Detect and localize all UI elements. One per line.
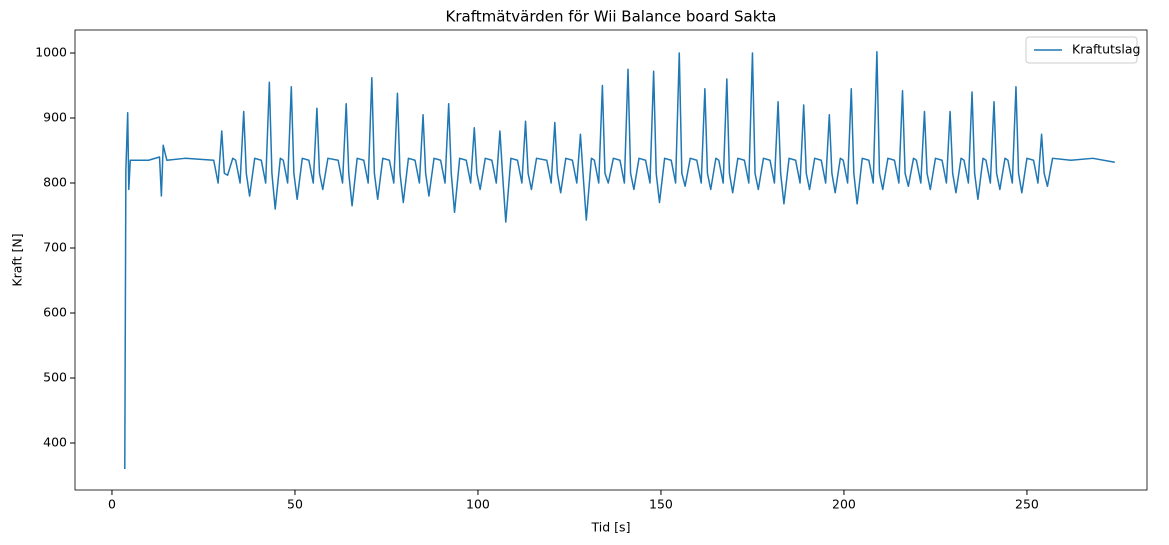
plot-frame — [74, 29, 1148, 491]
x-axis-label: Tid [s] — [591, 520, 631, 535]
x-tick-label: 250 — [1015, 497, 1039, 512]
y-tick-label: 400 — [43, 435, 67, 450]
x-tick-label: 0 — [108, 497, 116, 512]
x-tick-label: 100 — [466, 497, 490, 512]
x-tick-label: 200 — [832, 497, 856, 512]
y-tick-label: 1000 — [35, 45, 67, 60]
line — [124, 50, 1115, 470]
chart-title: Kraftmätvärden för Wii Balance board Sak… — [446, 8, 777, 26]
legend-label: Kraftutslag — [1072, 42, 1140, 57]
y-axis-label: Kraft [N] — [10, 233, 25, 286]
y-tick-label: 500 — [43, 370, 67, 385]
x-tick-label: 50 — [287, 497, 303, 512]
legend-box — [1025, 36, 1138, 64]
y-tick-label: 900 — [43, 110, 67, 125]
y-tick-label: 700 — [43, 240, 67, 255]
x-tick-label: 150 — [649, 497, 673, 512]
y-tick-label: 600 — [43, 305, 67, 320]
y-tick-label: 800 — [43, 175, 67, 190]
